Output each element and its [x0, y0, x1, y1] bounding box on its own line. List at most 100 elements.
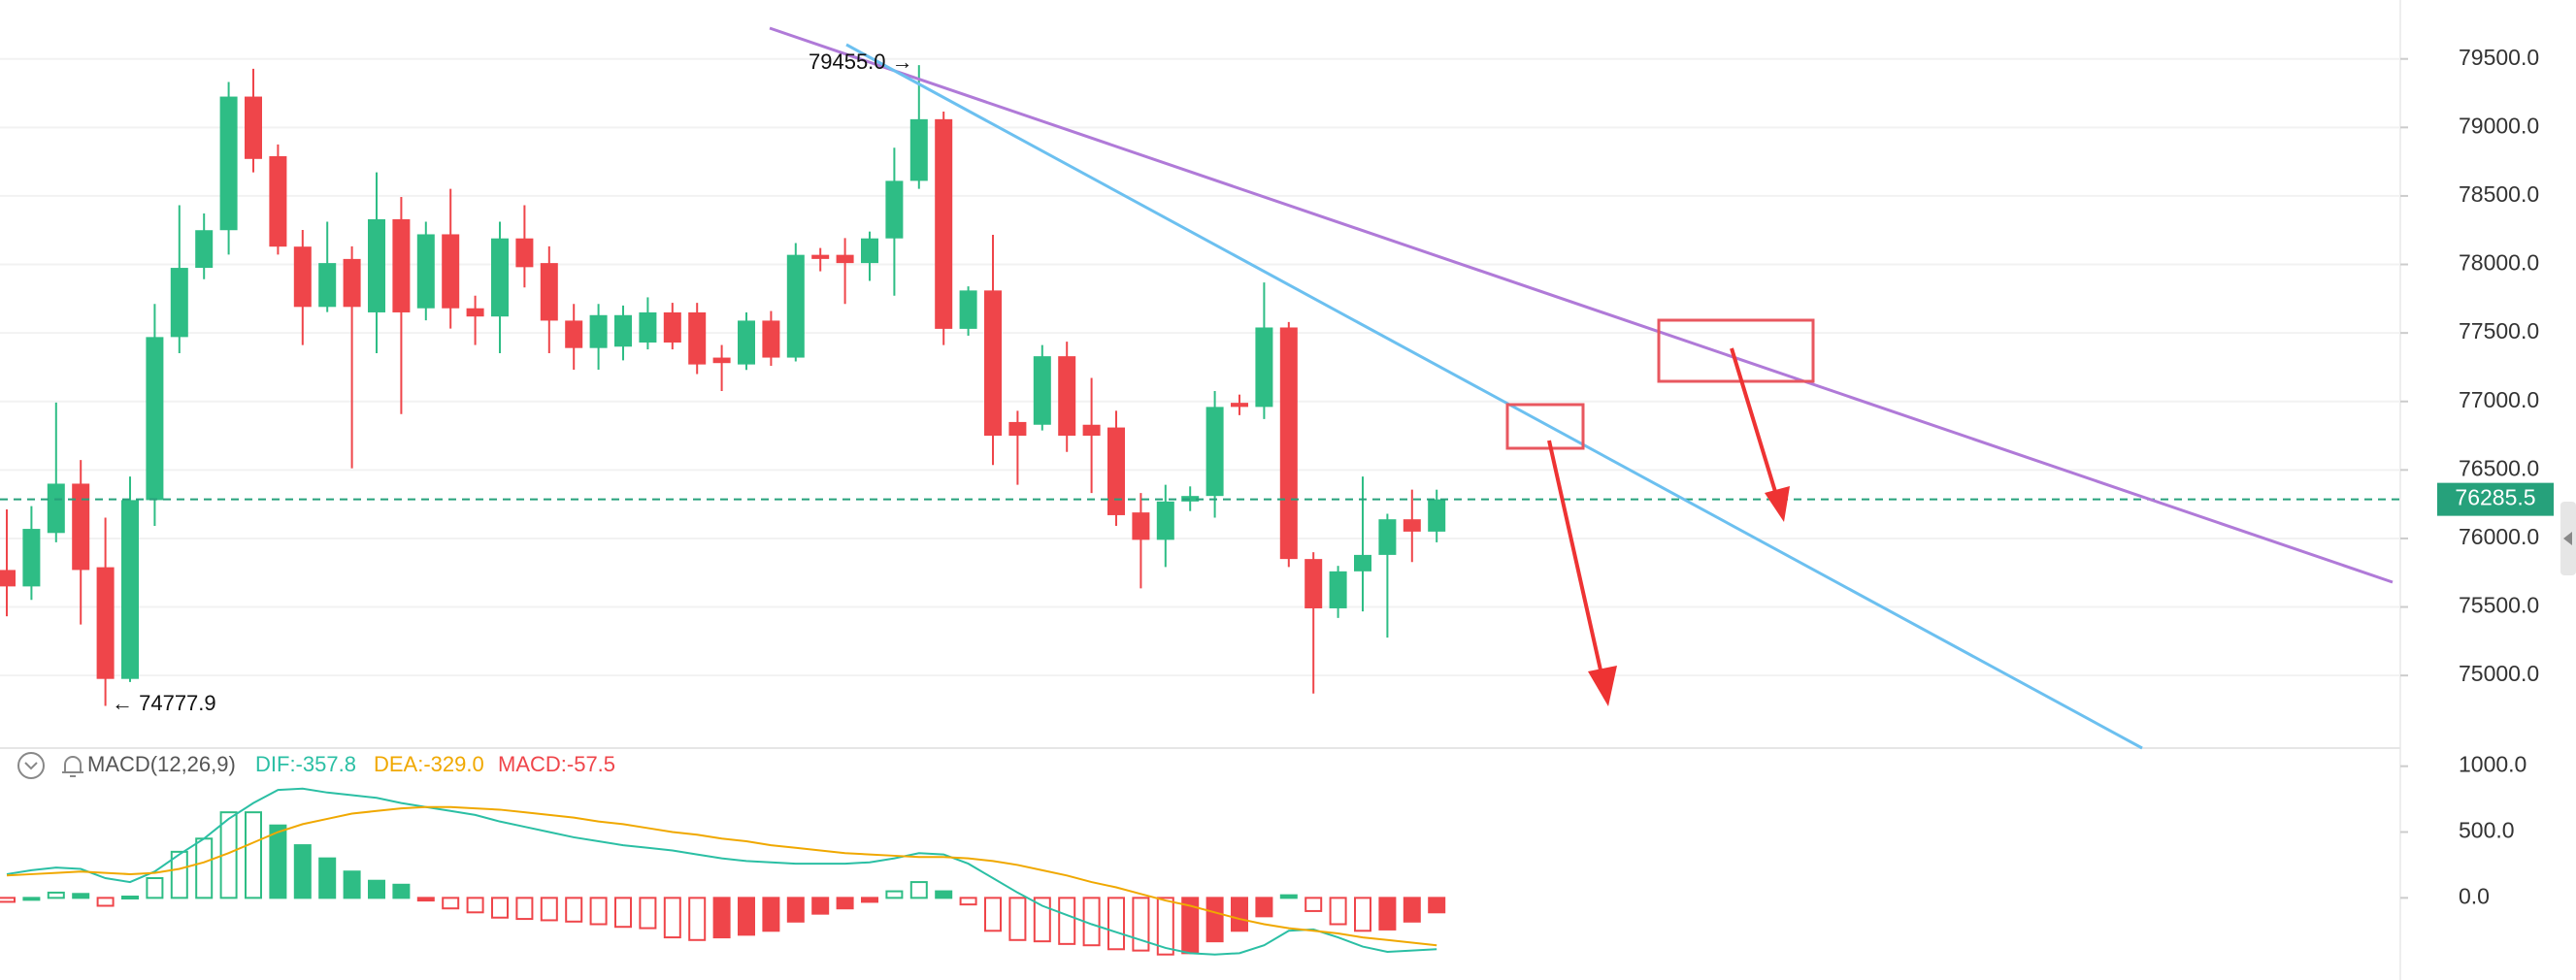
candle-body	[639, 311, 657, 343]
histogram-bar	[1008, 897, 1027, 941]
candle-body	[170, 268, 188, 338]
y-tick-label: 78000.0	[2459, 250, 2539, 276]
histogram-bar	[1205, 897, 1224, 943]
histogram-bar	[1107, 897, 1125, 951]
candle-body	[368, 218, 385, 312]
marks: 75000.0 75500.0 76000.0 76500.0 77000.0 77500…	[0, 45, 2554, 956]
histogram-bar	[1305, 897, 1323, 912]
candle-body	[1231, 403, 1248, 408]
histogram-bar	[72, 893, 90, 899]
candle-body	[935, 118, 953, 329]
y-tick-label: 0.0	[2459, 883, 2490, 908]
arrow-head	[1588, 666, 1617, 706]
candle-body	[786, 254, 805, 358]
candle-body	[861, 238, 878, 264]
trend-line	[769, 26, 2394, 584]
histogram-bar	[1033, 897, 1051, 943]
scroll-arrow	[2563, 532, 2572, 545]
histogram-bar	[614, 897, 632, 929]
candle-body	[293, 246, 312, 308]
histogram-bar	[1354, 897, 1371, 932]
histogram-bar	[416, 897, 435, 902]
dea-label: DEA:-329.0	[374, 752, 484, 776]
candle-body	[318, 263, 337, 308]
indicator-line	[6, 787, 1437, 956]
histogram-bar	[738, 897, 755, 936]
candle-body	[1305, 559, 1323, 608]
y-tick-label: 79500.0	[2459, 45, 2539, 70]
candle-body	[1181, 496, 1200, 502]
histogram-bar	[1279, 894, 1298, 899]
candle-body	[72, 483, 90, 571]
arrow	[1547, 440, 1603, 675]
low-annotation: ← 74777.9	[112, 691, 216, 715]
candle-body	[1008, 421, 1027, 437]
histogram-bar	[466, 897, 484, 914]
candle-body	[96, 567, 115, 679]
histogram-bar	[368, 879, 385, 899]
candle-body	[1156, 501, 1174, 540]
candle-body	[442, 234, 460, 309]
histogram-bar	[170, 850, 188, 899]
y-tick-label: 78500.0	[2459, 181, 2539, 207]
histogram-bar	[1156, 897, 1174, 956]
candle-body	[416, 234, 435, 309]
candle-body	[688, 311, 707, 365]
candle-body	[515, 238, 534, 268]
histogram-bar	[491, 897, 509, 919]
candle-body	[738, 320, 755, 365]
candle-body	[565, 320, 583, 348]
candle-body	[1255, 327, 1273, 408]
candle-body	[1403, 519, 1421, 532]
histogram-bar	[293, 844, 312, 899]
candle-body	[47, 483, 65, 534]
histogram-bar	[909, 881, 928, 899]
indicator-title: MACD(12,26,9)	[87, 752, 236, 776]
histogram-bar	[1255, 897, 1273, 918]
histogram-bar	[195, 837, 214, 899]
candle-body	[1205, 407, 1224, 497]
y-tick-label: 76500.0	[2459, 455, 2539, 480]
macd-label: MACD:-57.5	[498, 752, 615, 776]
histogram-bar	[146, 877, 164, 899]
histogram-bar	[540, 897, 558, 922]
candle-body	[0, 570, 16, 587]
histogram-bar	[762, 897, 780, 932]
histogram-bar	[1058, 897, 1076, 945]
histogram-bar	[885, 890, 904, 899]
histogram-bar	[639, 897, 657, 930]
alert-icon[interactable]	[62, 756, 83, 777]
histogram-bar	[688, 897, 707, 941]
histogram-bar	[786, 897, 805, 923]
indicator-line	[6, 805, 1437, 947]
collapse-icon[interactable]	[17, 752, 45, 779]
candle-body	[1329, 571, 1347, 608]
highlight-box	[1505, 403, 1585, 450]
candle-body	[762, 320, 780, 358]
histogram-bar	[1403, 897, 1421, 923]
candle-body	[392, 218, 411, 312]
y-tick-label: 1000.0	[2459, 752, 2526, 777]
candle-body	[195, 230, 214, 269]
candle-body	[1107, 427, 1125, 515]
histogram-bar	[712, 897, 731, 939]
candle-body	[22, 529, 41, 587]
candle-body	[343, 258, 361, 308]
candle-body	[121, 500, 139, 679]
candle-body	[146, 337, 164, 501]
y-tick-label: 76000.0	[2459, 524, 2539, 549]
candle-body	[589, 314, 608, 348]
candle-body	[1378, 519, 1397, 555]
candle-body	[1354, 554, 1371, 572]
histogram-bar	[515, 897, 534, 921]
candle-body	[1279, 327, 1298, 560]
candle-body	[245, 96, 262, 159]
histogram-bar	[589, 897, 608, 926]
candle-body	[614, 314, 632, 347]
candle-body	[959, 290, 977, 329]
histogram-bar	[1378, 897, 1397, 931]
histogram-bar	[565, 897, 583, 923]
dif-label: DIF:-357.8	[255, 752, 356, 776]
arrow-head	[1765, 486, 1790, 522]
